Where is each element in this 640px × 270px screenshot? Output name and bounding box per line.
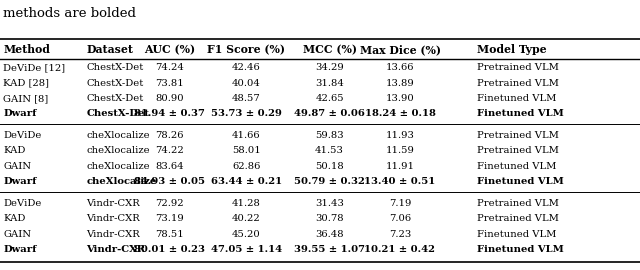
Text: 47.05 ± 1.14: 47.05 ± 1.14 [211, 245, 282, 254]
Text: Dwarf: Dwarf [3, 109, 36, 118]
Text: Finetuned VLM: Finetuned VLM [477, 245, 564, 254]
Text: 80.01 ± 0.23: 80.01 ± 0.23 [134, 245, 205, 254]
Text: 45.20: 45.20 [232, 230, 260, 239]
Text: 74.22: 74.22 [156, 147, 184, 156]
Text: 83.64: 83.64 [156, 162, 184, 171]
Text: 73.81: 73.81 [156, 79, 184, 88]
Text: Vindr-CXR: Vindr-CXR [86, 245, 145, 254]
Text: Max Dice (%): Max Dice (%) [360, 44, 440, 55]
Text: Dwarf: Dwarf [3, 245, 36, 254]
Text: 62.86: 62.86 [232, 162, 260, 171]
Text: cheXlocalize: cheXlocalize [86, 147, 150, 156]
Text: Pretrained VLM: Pretrained VLM [477, 199, 559, 208]
Text: 73.19: 73.19 [156, 214, 184, 223]
Text: 81.94 ± 0.37: 81.94 ± 0.37 [134, 109, 205, 118]
Text: ChestX-Det: ChestX-Det [86, 109, 149, 118]
Text: 59.83: 59.83 [316, 131, 344, 140]
Text: 31.84: 31.84 [315, 79, 344, 88]
Text: methods are bolded: methods are bolded [3, 7, 136, 20]
Text: 41.66: 41.66 [232, 131, 260, 140]
Text: KAD: KAD [3, 147, 26, 156]
Text: Finetuned VLM: Finetuned VLM [477, 177, 564, 186]
Text: 80.90: 80.90 [156, 94, 184, 103]
Text: KAD [28]: KAD [28] [3, 79, 49, 88]
Text: 48.57: 48.57 [232, 94, 260, 103]
Text: 11.91: 11.91 [385, 162, 415, 171]
Text: Pretrained VLM: Pretrained VLM [477, 131, 559, 140]
Text: 11.59: 11.59 [385, 147, 415, 156]
Text: 53.73 ± 0.29: 53.73 ± 0.29 [211, 109, 282, 118]
Text: Vindr-CXR: Vindr-CXR [86, 214, 140, 223]
Text: 78.26: 78.26 [156, 131, 184, 140]
Text: 58.01: 58.01 [232, 147, 260, 156]
Text: DeViDe [12]: DeViDe [12] [3, 63, 65, 72]
Text: 49.87 ± 0.06: 49.87 ± 0.06 [294, 109, 365, 118]
Text: 13.90: 13.90 [386, 94, 414, 103]
Text: 84.93 ± 0.05: 84.93 ± 0.05 [134, 177, 205, 186]
Text: MCC (%): MCC (%) [303, 44, 356, 55]
Text: cheXlocalize: cheXlocalize [86, 131, 150, 140]
Text: Finetuned VLM: Finetuned VLM [477, 94, 556, 103]
Text: 41.28: 41.28 [232, 199, 261, 208]
Text: 7.19: 7.19 [389, 199, 411, 208]
Text: 41.53: 41.53 [315, 147, 344, 156]
Text: 10.21 ± 0.42: 10.21 ± 0.42 [365, 245, 435, 254]
Text: Finetuned VLM: Finetuned VLM [477, 162, 556, 171]
Text: Pretrained VLM: Pretrained VLM [477, 79, 559, 88]
Text: 36.48: 36.48 [316, 230, 344, 239]
Text: 63.44 ± 0.21: 63.44 ± 0.21 [211, 177, 282, 186]
Text: Vindr-CXR: Vindr-CXR [86, 199, 140, 208]
Text: 74.24: 74.24 [155, 63, 184, 72]
Text: Dwarf: Dwarf [3, 177, 36, 186]
Text: Vindr-CXR: Vindr-CXR [86, 230, 140, 239]
Text: 11.93: 11.93 [385, 131, 415, 140]
Text: ChestX-Det: ChestX-Det [86, 94, 143, 103]
Text: 13.66: 13.66 [386, 63, 414, 72]
Text: 13.40 ± 0.51: 13.40 ± 0.51 [364, 177, 436, 186]
Text: ChestX-Det: ChestX-Det [86, 63, 143, 72]
Text: 39.55 ± 1.07: 39.55 ± 1.07 [294, 245, 365, 254]
Text: F1 Score (%): F1 Score (%) [207, 44, 285, 55]
Text: cheXlocalize: cheXlocalize [86, 177, 157, 186]
Text: AUC (%): AUC (%) [144, 44, 195, 55]
Text: DeViDe: DeViDe [3, 131, 42, 140]
Text: GAIN: GAIN [3, 230, 31, 239]
Text: 7.06: 7.06 [389, 214, 411, 223]
Text: Pretrained VLM: Pretrained VLM [477, 147, 559, 156]
Text: 31.43: 31.43 [315, 199, 344, 208]
Text: 18.24 ± 0.18: 18.24 ± 0.18 [365, 109, 435, 118]
Text: 42.46: 42.46 [232, 63, 260, 72]
Text: 78.51: 78.51 [156, 230, 184, 239]
Text: 30.78: 30.78 [316, 214, 344, 223]
Text: GAIN [8]: GAIN [8] [3, 94, 49, 103]
Text: 40.22: 40.22 [232, 214, 260, 223]
Text: Method: Method [3, 44, 50, 55]
Text: 50.18: 50.18 [316, 162, 344, 171]
Text: Model Type: Model Type [477, 44, 547, 55]
Text: DeViDe: DeViDe [3, 199, 42, 208]
Text: KAD: KAD [3, 214, 26, 223]
Text: 34.29: 34.29 [316, 63, 344, 72]
Text: 40.04: 40.04 [232, 79, 261, 88]
Text: Dataset: Dataset [86, 44, 133, 55]
Text: Pretrained VLM: Pretrained VLM [477, 63, 559, 72]
Text: 42.65: 42.65 [316, 94, 344, 103]
Text: 13.89: 13.89 [386, 79, 414, 88]
Text: GAIN: GAIN [3, 162, 31, 171]
Text: 50.79 ± 0.32: 50.79 ± 0.32 [294, 177, 365, 186]
Text: 72.92: 72.92 [156, 199, 184, 208]
Text: 7.23: 7.23 [389, 230, 411, 239]
Text: Pretrained VLM: Pretrained VLM [477, 214, 559, 223]
Text: Finetuned VLM: Finetuned VLM [477, 230, 556, 239]
Text: cheXlocalize: cheXlocalize [86, 162, 150, 171]
Text: Finetuned VLM: Finetuned VLM [477, 109, 564, 118]
Text: ChestX-Det: ChestX-Det [86, 79, 143, 88]
